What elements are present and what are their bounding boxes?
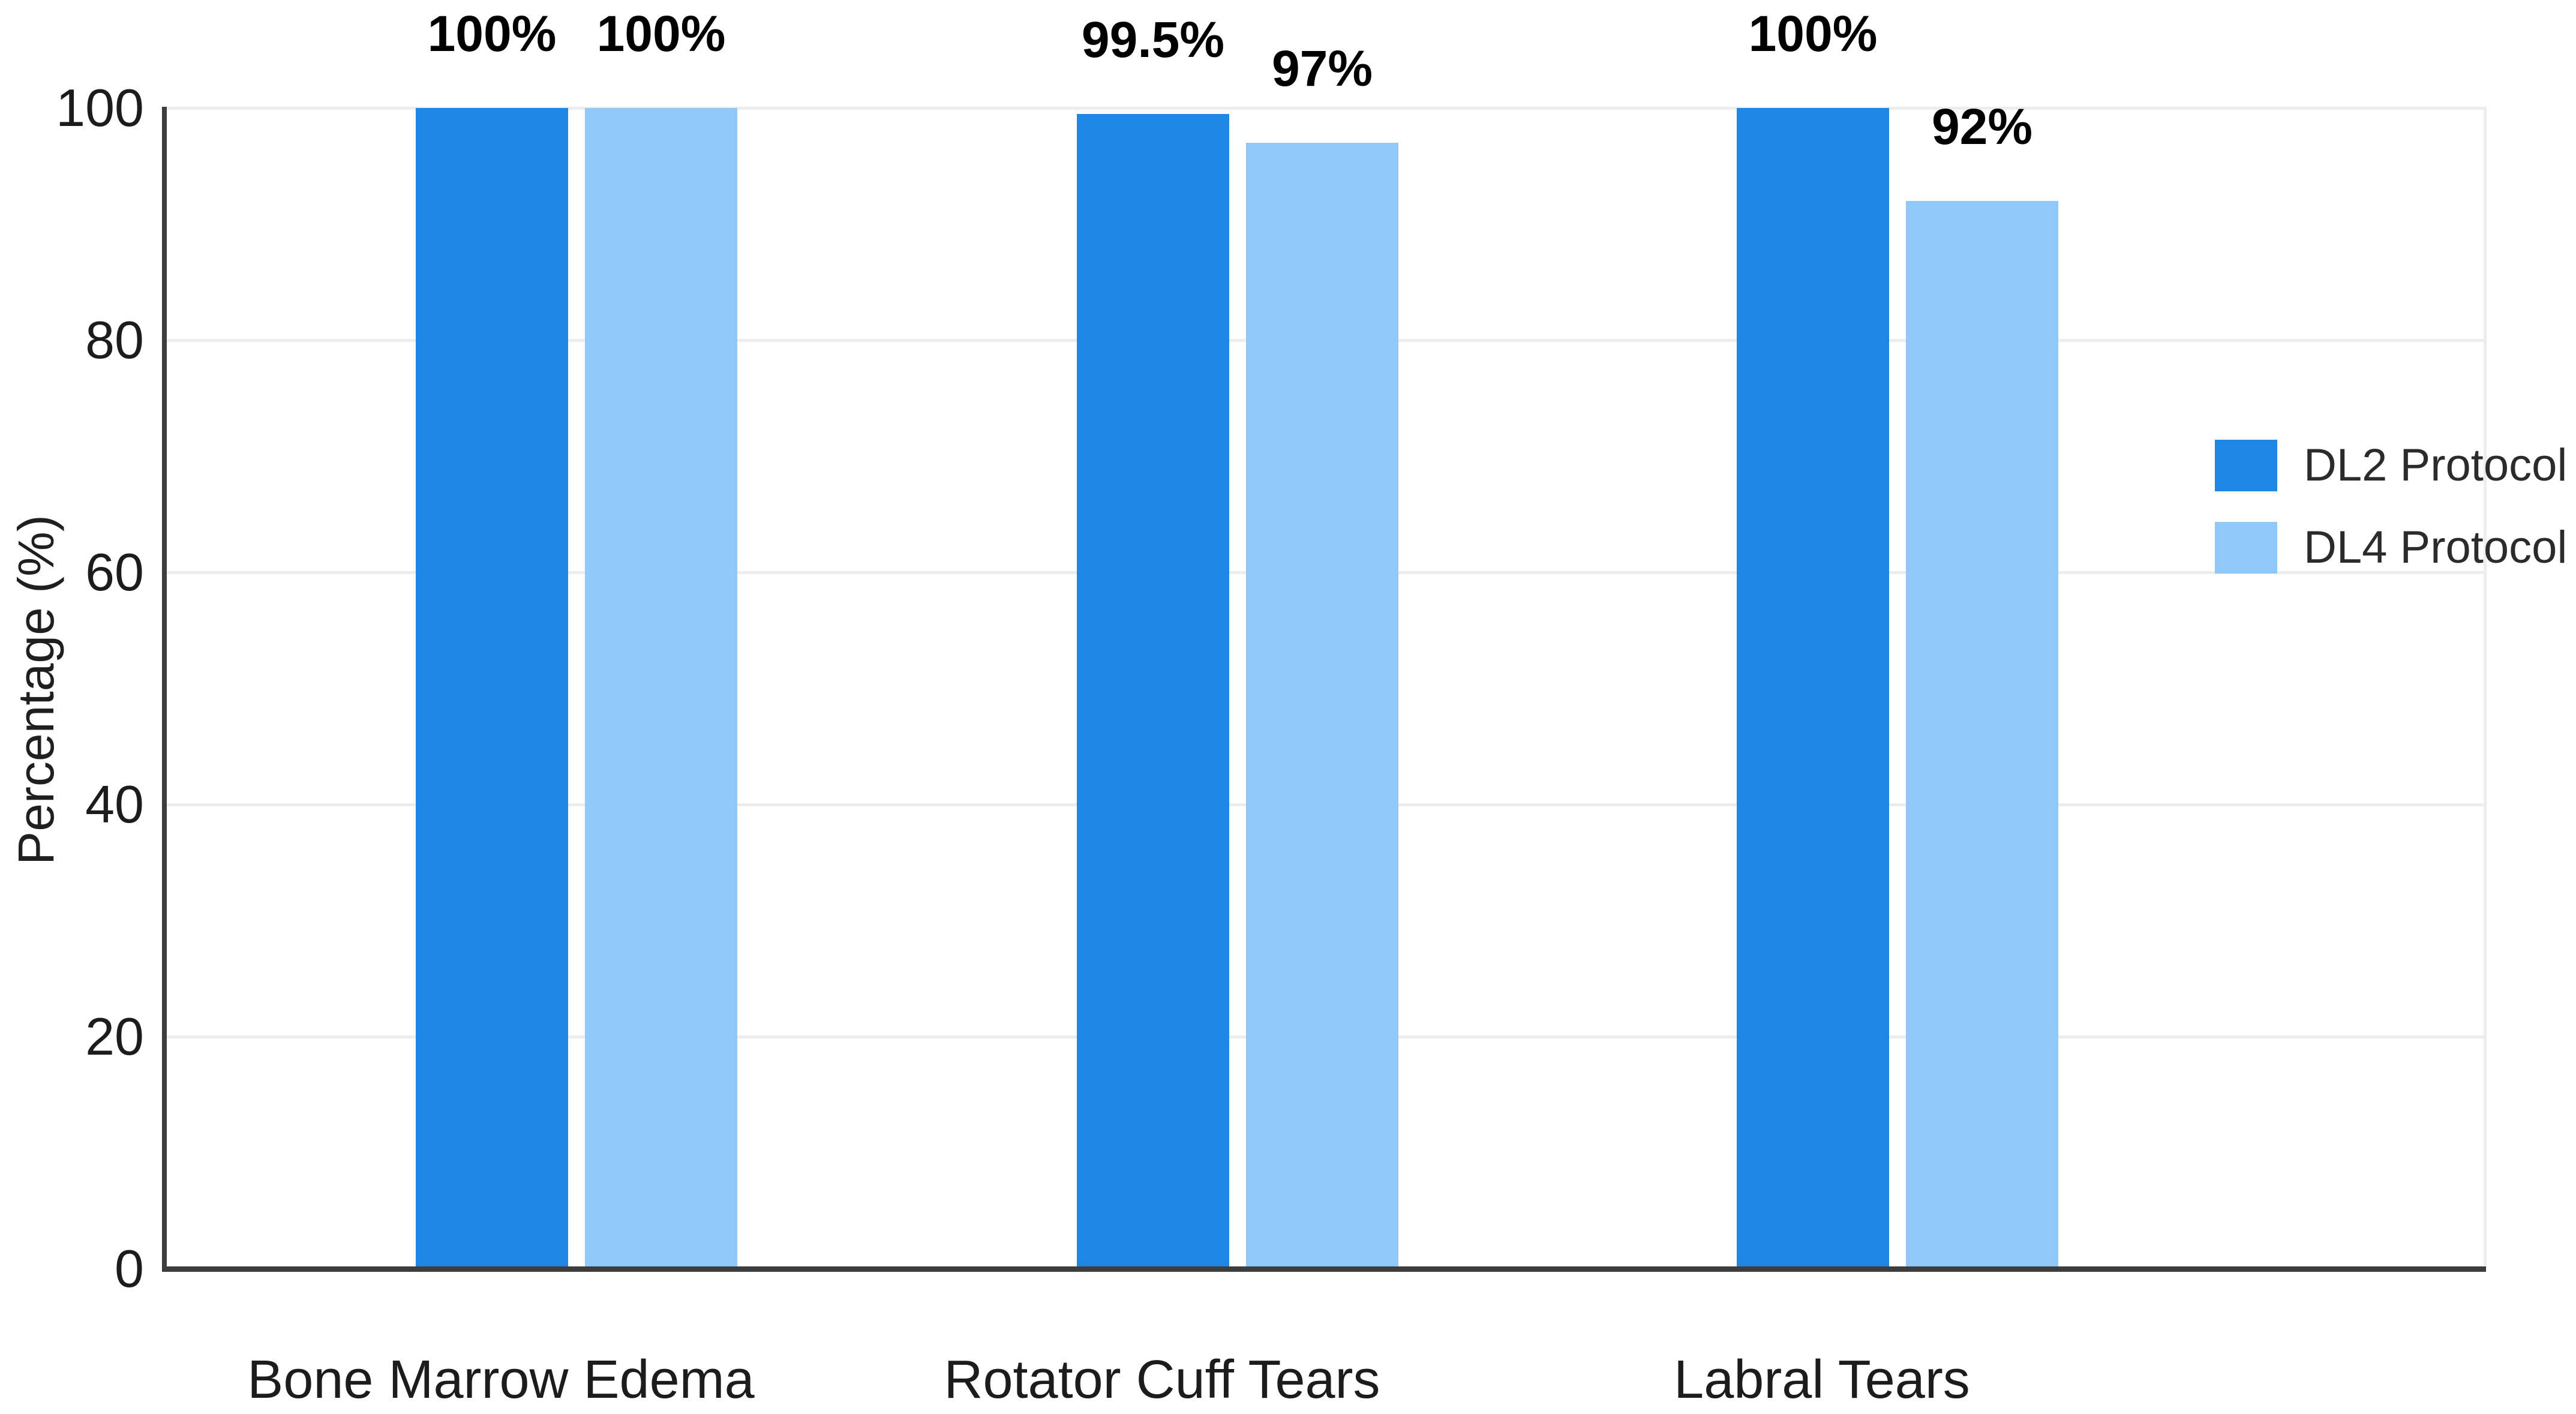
y-tick-label-80: 80	[85, 310, 144, 370]
plot-right-border	[2484, 107, 2487, 1269]
y-axis-line	[162, 107, 167, 1271]
legend-swatch-dl2-protocol	[2215, 440, 2277, 491]
y-tick-label-20: 20	[85, 1007, 144, 1066]
bar-dl2-protocol-rotator-cuff-tears	[1077, 113, 1229, 1269]
bar-value-label-dl4-protocol-bone-marrow-edema: 100%	[596, 5, 726, 62]
x-axis-line	[162, 1266, 2486, 1272]
legend-label-dl4-protocol: DL4 Protocol	[2304, 522, 2568, 573]
bar-dl4-protocol-labral-tears	[1906, 200, 2058, 1269]
category-label-rotator-cuff-tears: Rotator Cuff Tears	[944, 1350, 1380, 1410]
bar-value-label-dl2-protocol-labral-tears: 100%	[1748, 5, 1878, 62]
y-tick-label-100: 100	[56, 78, 144, 137]
bar-value-label-dl2-protocol-rotator-cuff-tears: 99.5%	[1081, 11, 1225, 68]
legend-swatch-dl4-protocol	[2215, 522, 2277, 574]
category-label-bone-marrow-edema: Bone Marrow Edema	[247, 1350, 755, 1410]
bar-value-label-dl4-protocol-labral-tears: 92%	[1931, 98, 2033, 155]
category-label-labral-tears: Labral Tears	[1674, 1350, 1970, 1410]
legend-label-dl2-protocol: DL2 Protocol	[2304, 440, 2568, 491]
bar-value-label-dl4-protocol-rotator-cuff-tears: 97%	[1271, 40, 1373, 97]
y-tick-label-40: 40	[85, 774, 144, 834]
bar-dl4-protocol-rotator-cuff-tears	[1246, 143, 1398, 1269]
bar-dl2-protocol-bone-marrow-edema	[416, 108, 568, 1269]
y-tick-label-60: 60	[85, 542, 144, 602]
bar-value-label-dl2-protocol-bone-marrow-edema: 100%	[427, 5, 557, 62]
y-tick-label-0: 0	[115, 1239, 144, 1298]
gridline-y-100	[166, 107, 2484, 110]
bar-dl2-protocol-labral-tears	[1737, 108, 1889, 1269]
bar-dl4-protocol-bone-marrow-edema	[585, 108, 737, 1269]
